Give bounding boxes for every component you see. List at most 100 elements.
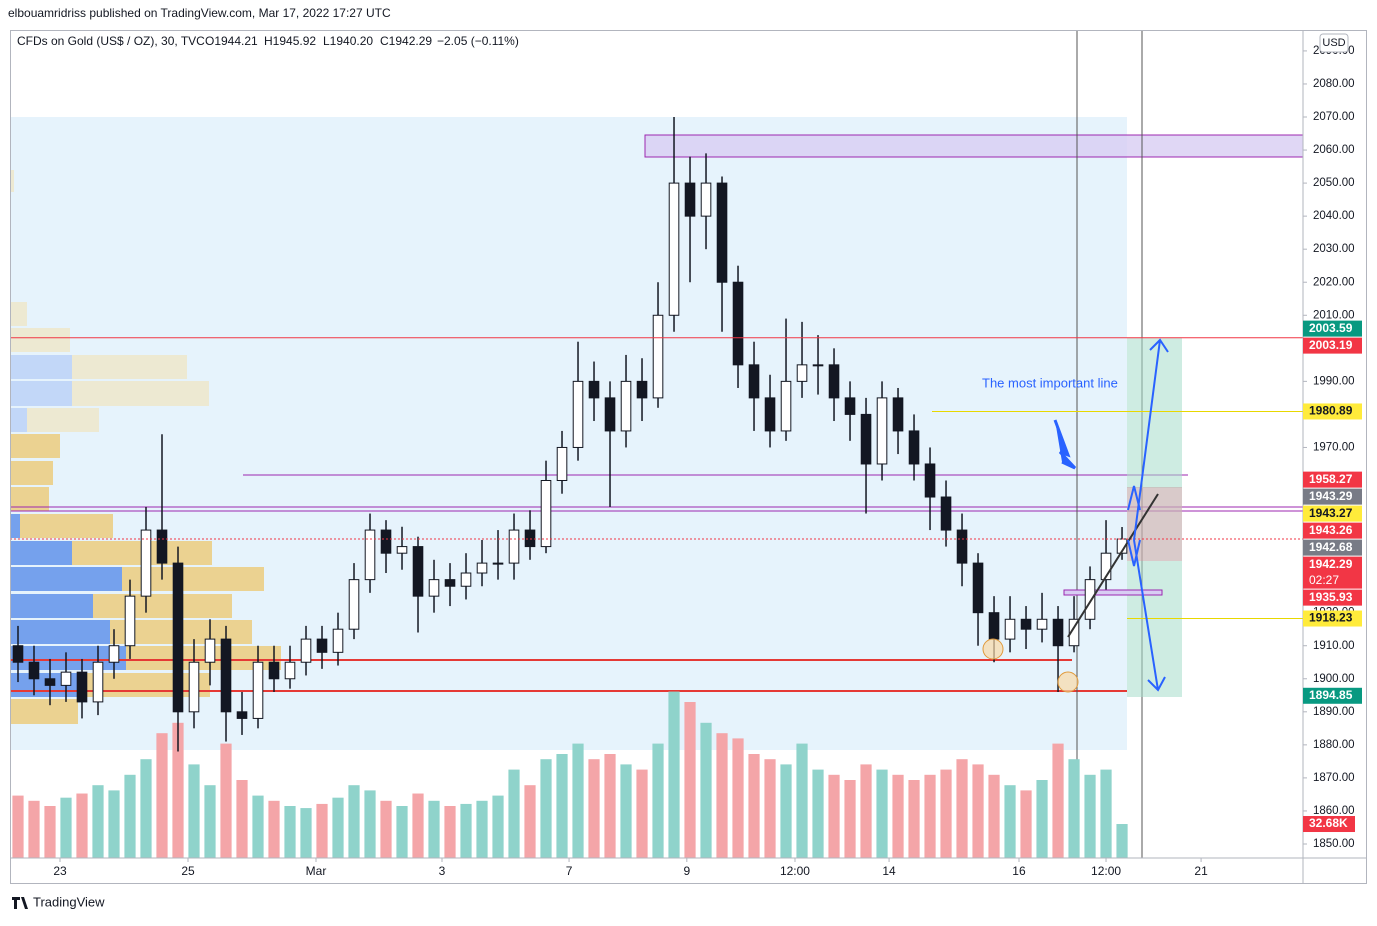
x-tick-label: 12:00 — [780, 864, 810, 878]
volume-bar — [252, 795, 264, 858]
candle-body — [252, 661, 264, 719]
volume-bar — [620, 764, 632, 858]
volume-bar — [284, 806, 296, 858]
marker-circle — [982, 638, 1004, 660]
candle-body — [12, 645, 24, 663]
candle-body — [956, 529, 968, 564]
candle-body — [588, 380, 600, 399]
volume-bar — [732, 738, 744, 858]
candle-body — [908, 430, 920, 465]
candle-body — [1020, 618, 1032, 630]
price-label-box — [1303, 505, 1362, 522]
volume-bar — [12, 795, 24, 858]
y-tick-label: 2030.00 — [1313, 243, 1355, 255]
volume-bar — [764, 759, 776, 858]
volume-bar — [332, 797, 344, 858]
publisher: elbouamridriss published on TradingView.… — [8, 6, 391, 20]
volume-bar — [1036, 780, 1048, 858]
volume-bar — [124, 774, 136, 858]
candle-body — [540, 479, 552, 548]
volume-bar — [940, 769, 952, 858]
volume-bar — [268, 800, 280, 858]
candle-body — [204, 638, 216, 663]
candle-body — [140, 529, 152, 597]
y-tick-label: 2050.00 — [1313, 177, 1355, 189]
volume-bar — [380, 800, 392, 858]
volume-bar — [76, 793, 88, 858]
price-label-box — [1303, 471, 1362, 488]
change: −2.05 (−0.11%) — [437, 34, 519, 48]
candle-body — [924, 463, 936, 498]
candle-body — [748, 364, 760, 399]
volume-bar — [460, 803, 472, 858]
volume-bar — [188, 764, 200, 858]
price-label-box — [1303, 687, 1362, 704]
price-label: 1918.23 — [1309, 611, 1353, 625]
y-tick-label: 2010.00 — [1313, 309, 1355, 321]
price-label: 1958.27 — [1309, 472, 1353, 486]
x-tick-label: 23 — [53, 864, 67, 878]
price-label: 2003.59 — [1309, 321, 1353, 335]
price-label: 1943.29 — [1309, 489, 1353, 503]
volume-bar — [204, 785, 216, 858]
volume-bar — [396, 806, 408, 858]
candle-body — [780, 380, 792, 432]
target-zone — [1127, 338, 1182, 488]
currency-button[interactable] — [1319, 33, 1349, 53]
price-label: 1943.26 — [1309, 523, 1353, 537]
volume-bar — [28, 800, 40, 858]
candle-body — [1052, 618, 1064, 647]
brand: TradingView — [33, 894, 105, 909]
volume-bar — [1068, 759, 1080, 858]
volume-bar — [428, 800, 440, 858]
price-label: 2003.19 — [1309, 338, 1353, 352]
price-label: 1894.85 — [1309, 688, 1353, 702]
candle-body — [364, 529, 376, 581]
countdown: 02:27 — [1309, 573, 1339, 587]
x-tick-label: Mar — [306, 864, 327, 878]
volume-bar — [668, 691, 680, 858]
candle-body — [1084, 579, 1096, 620]
price-label-box — [1303, 403, 1362, 420]
candle-body — [1100, 552, 1112, 581]
candle-body — [636, 380, 648, 399]
candle-body — [76, 671, 88, 703]
ohlc-close: C1942.29 — [380, 34, 432, 48]
volume-bar — [412, 793, 424, 858]
y-tick-label: 2060.00 — [1313, 144, 1355, 156]
volume-bar — [1100, 769, 1112, 858]
candle-body — [684, 182, 696, 217]
price-axis — [1303, 30, 1367, 884]
forecast-arrows — [1127, 338, 1169, 692]
candle-body — [508, 529, 520, 564]
price-label: 1942.29 — [1309, 557, 1353, 571]
candle-body — [44, 678, 56, 686]
candle-body — [332, 628, 344, 653]
supply-zone — [644, 134, 1304, 158]
y-tick-label: 1910.00 — [1313, 640, 1355, 652]
y-tick-label: 1850.00 — [1313, 838, 1355, 850]
volume-bar — [700, 722, 712, 858]
candle-body — [172, 562, 184, 713]
candle-body — [412, 546, 424, 597]
trend-line — [1067, 493, 1159, 638]
y-tick-label: 1860.00 — [1313, 805, 1355, 817]
volume-bar — [508, 769, 520, 858]
volume-bar — [236, 780, 248, 858]
candle-body — [92, 661, 104, 703]
volume-bar — [860, 764, 872, 858]
volume-bar — [172, 722, 184, 858]
candle-body — [28, 661, 40, 680]
frame — [10, 30, 1367, 884]
annotation: The most important line — [982, 375, 1118, 390]
volume-bar — [140, 759, 152, 858]
candle-body — [972, 562, 984, 614]
candle-body — [828, 364, 840, 399]
volume-bar — [476, 800, 488, 858]
volume-bar — [92, 785, 104, 858]
candle-body — [220, 638, 232, 713]
candle-body — [700, 182, 712, 217]
candle-body — [156, 529, 168, 564]
volume-bar — [492, 795, 504, 858]
volume-bar — [108, 790, 120, 858]
